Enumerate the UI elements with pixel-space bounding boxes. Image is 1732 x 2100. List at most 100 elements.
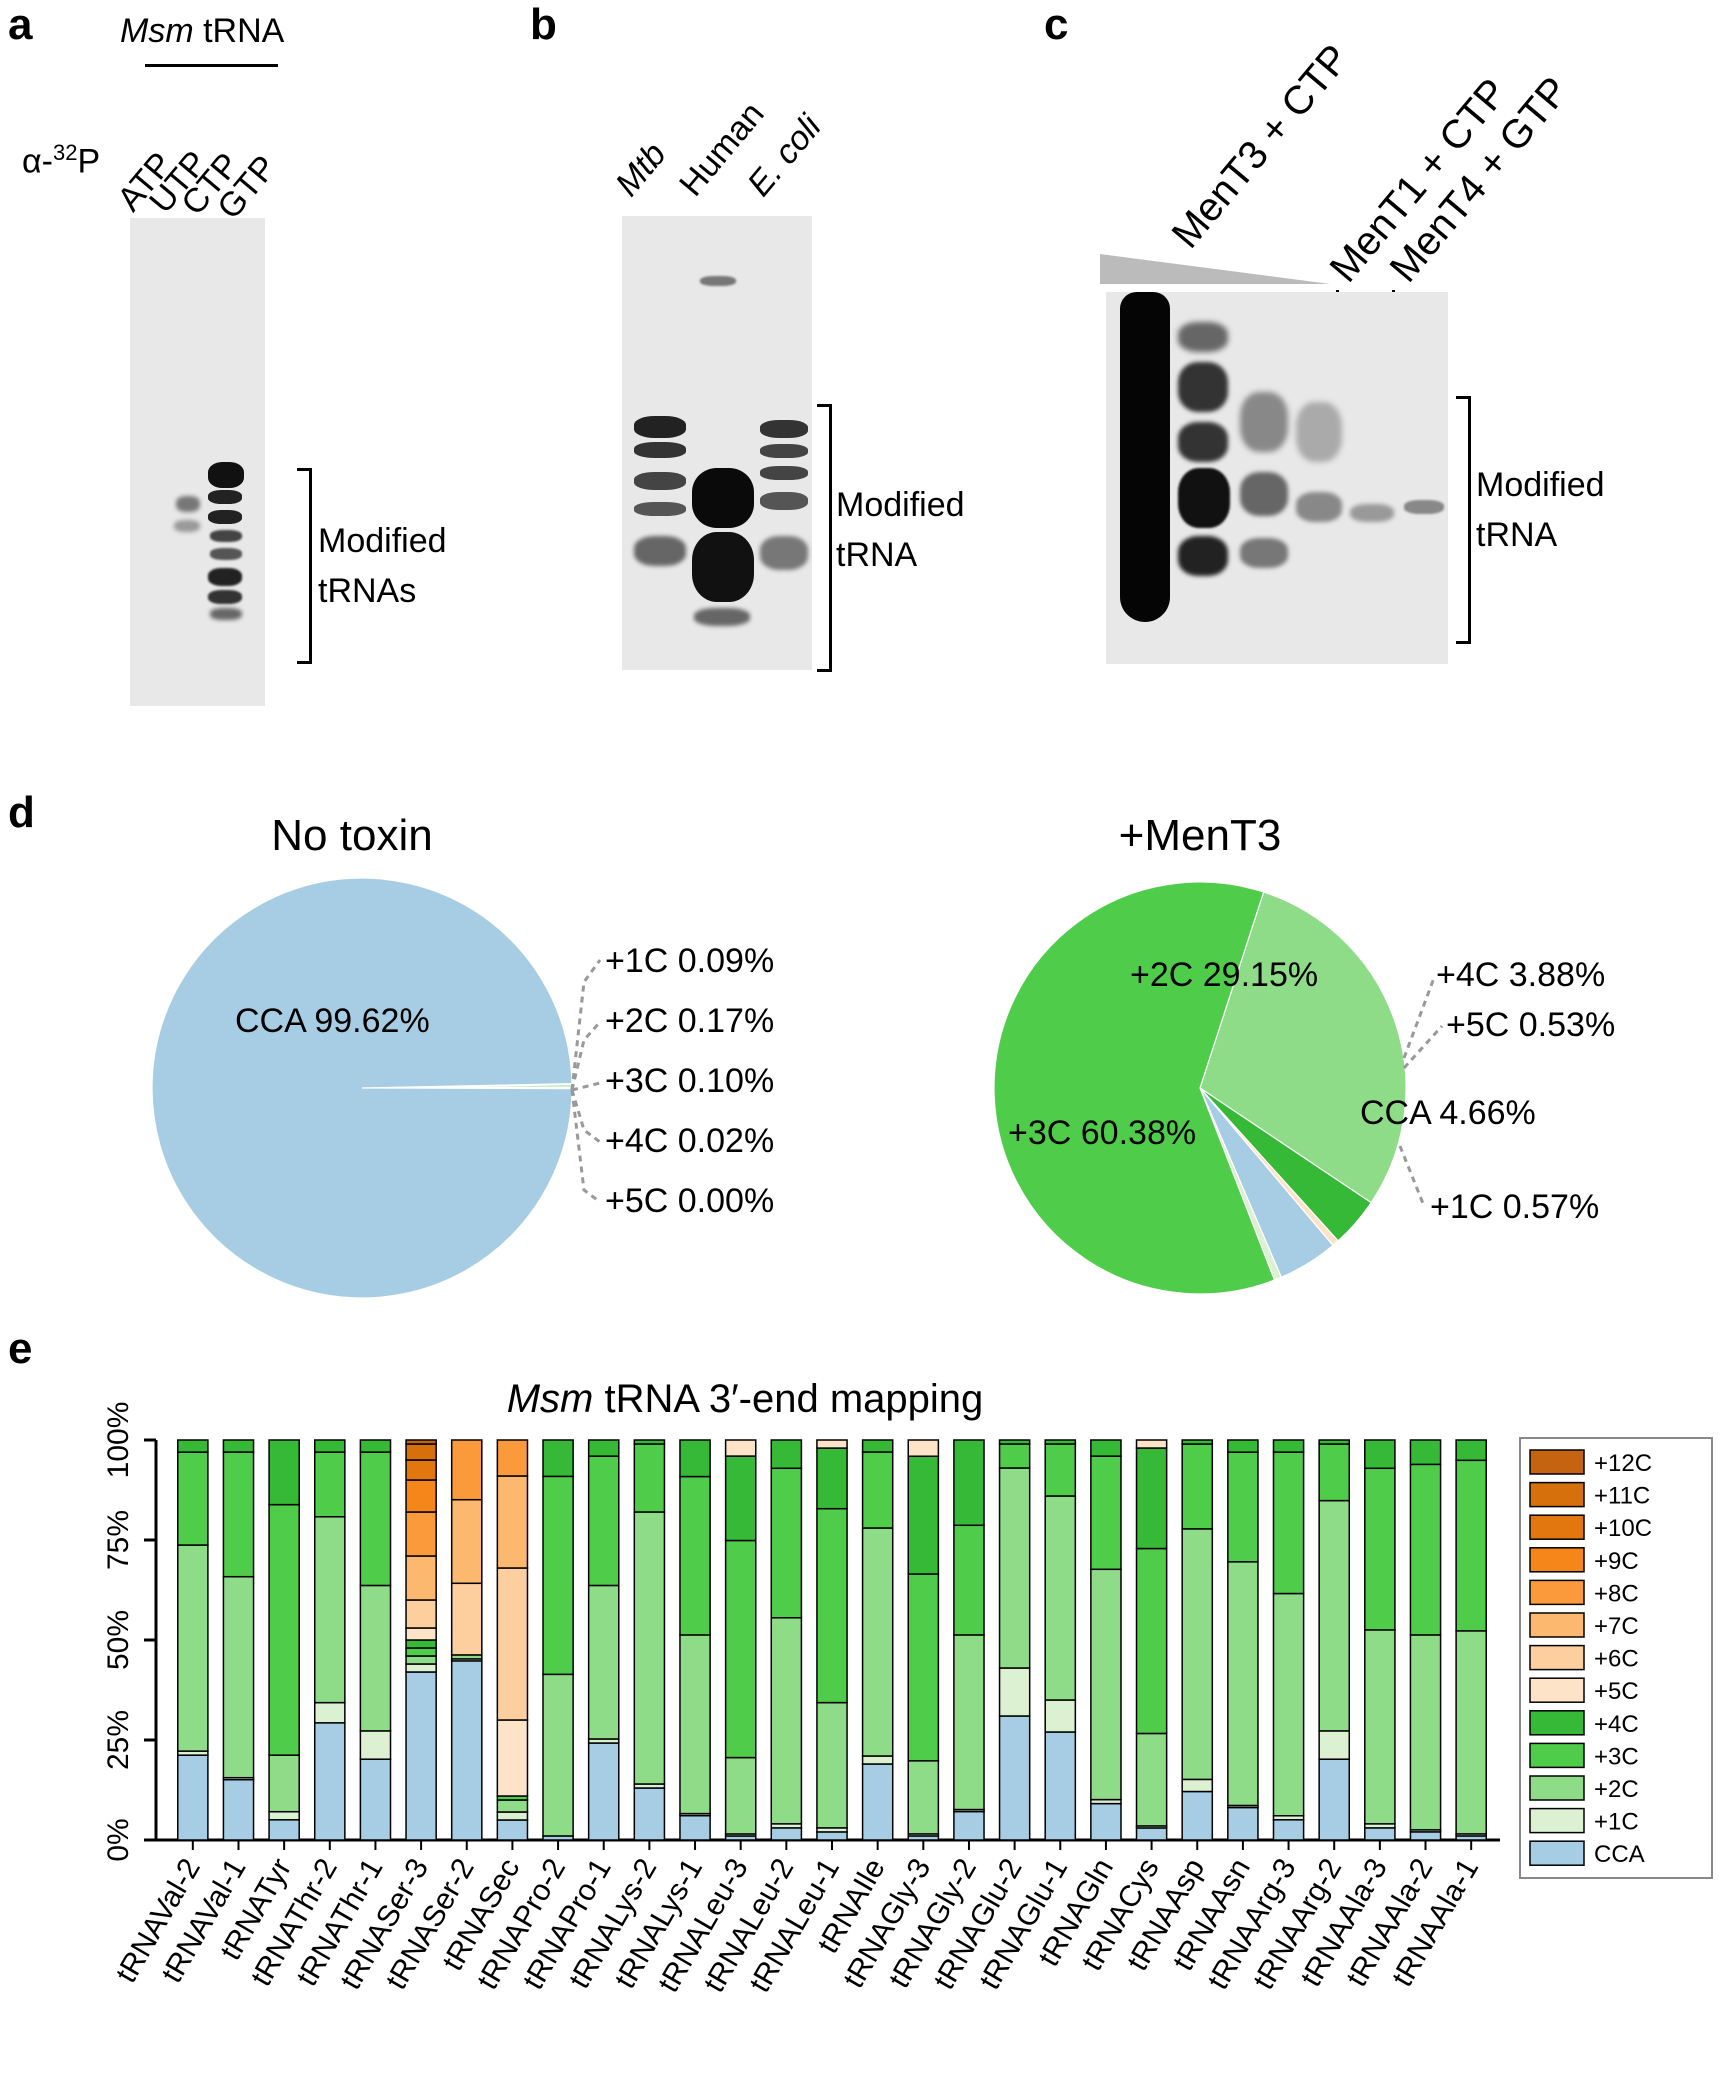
bracket-b	[817, 404, 832, 672]
bar-segment-p2c	[542, 1673, 574, 1837]
bar-segment-p4c	[1044, 1439, 1077, 1445]
bar-chart-title: Msm tRNA 3′-end mapping	[507, 1377, 984, 1421]
gel-image-c	[1106, 292, 1448, 664]
legend-swatch	[1529, 1644, 1585, 1671]
bar-segment-p2c	[1272, 1592, 1305, 1817]
bar-segment-p4c	[1409, 1439, 1442, 1466]
bar-segment-p3c	[177, 1451, 209, 1546]
bar-segment-p2c	[359, 1584, 392, 1732]
bar-segment-p4c	[953, 1439, 985, 1527]
pie1-label-5c: +5C 0.00%	[605, 1182, 774, 1220]
legend-swatch	[1529, 1579, 1585, 1606]
bar-segment-p2c	[1364, 1629, 1396, 1825]
bar-segment-cca	[816, 1831, 848, 1841]
bar-segment-p2c	[1455, 1630, 1487, 1835]
bar-segment-p3c	[313, 1451, 346, 1518]
bar-segment-p10c	[405, 1459, 437, 1481]
legend-swatch	[1529, 1449, 1585, 1475]
bar-segment-p7c	[405, 1555, 437, 1601]
pie1-label-2c: +2C 0.17%	[605, 1002, 774, 1040]
bar-segment-p3c	[861, 1451, 894, 1529]
bar-segment-p6c	[450, 1582, 483, 1656]
bar-segment-p7c	[450, 1498, 483, 1585]
bar-segment-p3c	[222, 1451, 255, 1578]
bar-segment-p3c	[359, 1451, 392, 1587]
bar-segment-p2c	[222, 1575, 255, 1779]
pie-ment3-title: +MenT3	[1119, 811, 1282, 860]
gel-image-a	[130, 218, 265, 706]
panel-letter-d: d	[8, 788, 35, 837]
bar-segment-p4c	[998, 1439, 1031, 1445]
bar-segment-p2c	[1044, 1495, 1077, 1701]
legend-swatch	[1529, 1807, 1585, 1834]
legend-label: +1C	[1594, 1809, 1639, 1836]
bar-segment-p4c	[1272, 1439, 1305, 1453]
legend-swatch	[1529, 1677, 1585, 1703]
bar-segment-cca	[770, 1827, 803, 1841]
pie-ment3-labels: +2C 29.15% +3C 60.38% +4C 3.88% +5C 0.53…	[1008, 956, 1615, 1226]
bar-segment-p3c	[1318, 1443, 1351, 1502]
bar-segment-cca	[953, 1810, 985, 1841]
bar-segment-p3c	[587, 1455, 620, 1587]
bar-segment-p3c	[953, 1524, 985, 1636]
legend-label: +6C	[1594, 1646, 1639, 1673]
bar-segment-p5c	[816, 1439, 848, 1449]
bar-segment-p1c	[861, 1755, 894, 1765]
bar-segment-cca	[1227, 1806, 1259, 1841]
bar-segment-p3c	[633, 1443, 666, 1513]
bar-segment-p3c	[907, 1573, 940, 1762]
pie1-leader-2	[570, 1021, 602, 1091]
bar-segment-p1c	[1181, 1778, 1214, 1793]
legend-label: +5C	[1594, 1678, 1639, 1705]
bar-segment-p4c	[542, 1439, 574, 1478]
bar-segment-p2c	[770, 1617, 803, 1825]
bracket-c-label-1: Modified	[1476, 466, 1605, 504]
legend-swatch	[1529, 1481, 1585, 1508]
bar-segment-p8c	[450, 1439, 483, 1501]
bar-segment-cca	[450, 1660, 483, 1841]
bracket-c-label-2: tRNA	[1476, 516, 1558, 554]
bar-segment-p9c	[405, 1479, 437, 1513]
bracket-a-label-1: Modified	[318, 522, 447, 560]
bar-segment-p4c	[679, 1439, 711, 1478]
bar-segment-cca	[1090, 1802, 1122, 1841]
bar-segment-p4c	[633, 1439, 666, 1445]
bar-segment-p4c	[1318, 1439, 1351, 1445]
y-tick-label: 25%	[102, 1710, 135, 1770]
pie2-label-1c: +1C 0.57%	[1430, 1188, 1599, 1226]
bar-segment-p3c	[405, 1647, 437, 1657]
bar-segment-p7c	[496, 1475, 529, 1569]
bar-segment-p3c	[1135, 1547, 1168, 1735]
legend-swatch	[1529, 1612, 1585, 1638]
bracket-b-label-1: Modified	[836, 486, 965, 524]
y-tick-label: 0%	[102, 1818, 135, 1861]
bar-segment-p1c	[313, 1701, 346, 1724]
bar-segment-p5c	[1135, 1439, 1168, 1449]
bracket-b-label-2: tRNA	[836, 536, 918, 574]
bar-segment-p3c	[1044, 1443, 1077, 1497]
y-tick-label: 75%	[102, 1510, 135, 1570]
pie2-label-3c: +3C 60.38%	[1008, 1114, 1196, 1152]
bar-segment-p2c	[816, 1701, 848, 1829]
legend-swatch	[1529, 1775, 1585, 1801]
isotope-prefix: α-	[22, 142, 53, 181]
bar-stacks	[177, 1439, 1487, 1841]
bar-segment-p1c	[998, 1667, 1031, 1717]
pie2-leader-1c	[1398, 1145, 1426, 1207]
bar-segment-p3c	[816, 1507, 848, 1704]
pie2-label-2c: +2C 29.15%	[1130, 956, 1318, 994]
bar-segment-p6c	[496, 1567, 529, 1721]
bar-segment-cca	[679, 1814, 711, 1841]
bar-segment-p3c	[770, 1467, 803, 1619]
bar-segment-p4c	[587, 1439, 620, 1457]
bracket-c	[1456, 396, 1471, 644]
bar-segment-p4c	[359, 1439, 392, 1453]
pie2-label-cca: CCA 4.66%	[1360, 1094, 1536, 1132]
bar-segment-p2c	[268, 1754, 300, 1813]
legend-swatch	[1529, 1710, 1585, 1736]
bar-segment-p3c	[724, 1539, 757, 1759]
bar-segment-p2c	[1135, 1732, 1168, 1827]
legend-swatch	[1529, 1514, 1585, 1540]
x-axis-labels: tRNAVal-2tRNAVal-1tRNATyrtRNAThr-2tRNATh…	[110, 1840, 1485, 1998]
legend-swatch	[1529, 1840, 1585, 1866]
